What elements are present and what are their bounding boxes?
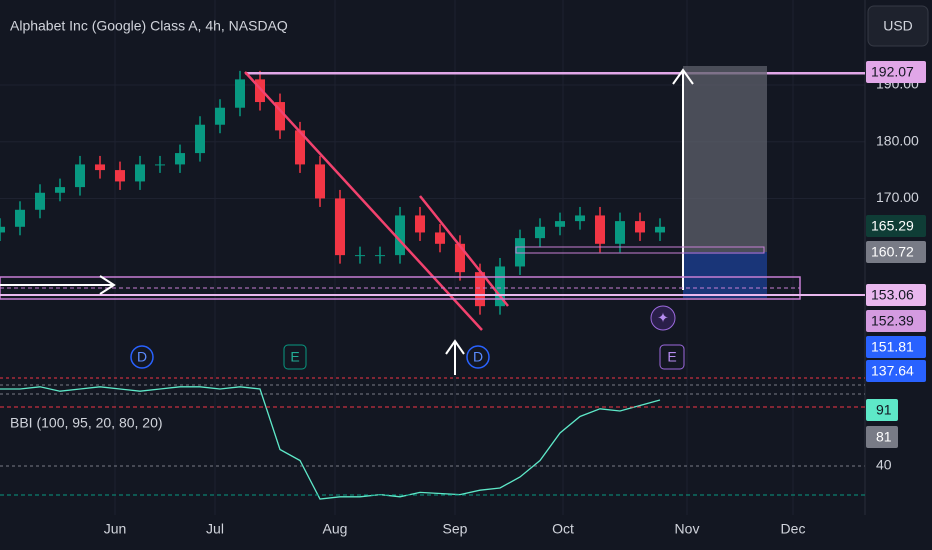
candle-body xyxy=(495,266,505,307)
x-tick-label: Nov xyxy=(675,521,700,537)
price-label-box xyxy=(866,336,926,358)
event-marker[interactable] xyxy=(283,344,307,370)
price-label: 151.81 xyxy=(871,339,914,355)
candle-body xyxy=(415,215,425,233)
x-tick-label: Jul xyxy=(206,521,224,537)
candle-body xyxy=(95,164,105,171)
candle-body xyxy=(195,124,205,154)
chart-title: Alphabet Inc (Google) Class A, 4h, NASDA… xyxy=(10,18,288,34)
event-icon-glyph: ✦ xyxy=(657,310,669,326)
candle-body xyxy=(255,79,265,103)
candle-body xyxy=(175,153,185,165)
x-tick-label: Dec xyxy=(781,521,806,537)
candle-body xyxy=(595,215,605,244)
candle-body xyxy=(475,272,485,307)
event-label: D xyxy=(137,349,147,365)
x-tick-label: Jun xyxy=(104,521,127,537)
candle-body xyxy=(455,243,465,273)
candle-body xyxy=(215,107,225,125)
trend-line xyxy=(244,71,483,331)
candle-body xyxy=(535,226,545,239)
arrow-head xyxy=(99,275,116,295)
x-tick-label: Oct xyxy=(552,521,574,537)
price-label: 165.29 xyxy=(871,218,914,234)
candle-body xyxy=(55,187,65,193)
event-marker[interactable] xyxy=(130,345,154,369)
candle-body xyxy=(635,221,645,233)
candle-body xyxy=(355,255,365,257)
candle-body xyxy=(435,232,445,244)
indicator-label-box xyxy=(866,399,898,421)
price-label: 152.39 xyxy=(871,313,914,329)
candle-body xyxy=(555,221,565,227)
indicator-label-box xyxy=(866,426,898,448)
target-zone xyxy=(683,66,767,252)
price-label: 153.06 xyxy=(871,287,914,303)
event-label: E xyxy=(290,349,299,365)
y-tick-label: 180.00 xyxy=(876,132,919,148)
y-tick-label: 170.00 xyxy=(876,189,919,205)
event-icon[interactable] xyxy=(650,305,676,331)
event-label: E xyxy=(667,349,676,365)
price-label-box xyxy=(866,360,926,382)
event-label: D xyxy=(473,349,483,365)
price-label-box xyxy=(866,241,926,263)
candle-body xyxy=(615,221,625,244)
price-label: 137.64 xyxy=(871,363,914,379)
indicator-name: BBI (100, 95, 20, 80, 20) xyxy=(10,415,163,431)
currency-label: USD xyxy=(883,18,913,34)
event-marker[interactable] xyxy=(659,344,685,370)
price-label: 192.07 xyxy=(871,64,914,80)
x-tick-label: Aug xyxy=(323,521,348,537)
candle-body xyxy=(275,102,285,131)
price-label-box xyxy=(866,310,926,332)
price-label-box xyxy=(866,284,926,306)
candle-body xyxy=(395,215,405,256)
candle-body xyxy=(15,209,25,227)
stop-zone xyxy=(683,252,767,298)
candle-body xyxy=(655,226,665,233)
candle-body xyxy=(575,215,585,222)
candle-body xyxy=(295,130,305,165)
candle-body xyxy=(515,238,525,267)
candle-body xyxy=(335,198,345,256)
candle-body xyxy=(115,170,125,182)
candle-body xyxy=(135,164,145,182)
price-label: 160.72 xyxy=(871,244,914,260)
candle-body xyxy=(315,164,325,199)
currency-button[interactable] xyxy=(867,5,929,47)
candle-body xyxy=(0,226,5,233)
x-tick-label: Sep xyxy=(443,521,468,537)
arrow-head xyxy=(445,339,465,355)
indicator-line xyxy=(0,386,661,500)
candle-body xyxy=(75,164,85,188)
candle-body xyxy=(235,79,245,108)
candle-body xyxy=(35,192,45,210)
event-marker[interactable] xyxy=(466,345,490,369)
indicator-label: 91 xyxy=(876,402,892,418)
y-tick-label: 40 xyxy=(876,457,892,473)
price-label-box xyxy=(866,61,926,83)
candle-body xyxy=(155,164,165,166)
indicator-label: 81 xyxy=(876,429,892,445)
candle-body xyxy=(375,255,385,257)
price-label-box xyxy=(866,215,926,237)
arrow-head xyxy=(672,68,694,85)
zone-box xyxy=(515,246,765,254)
